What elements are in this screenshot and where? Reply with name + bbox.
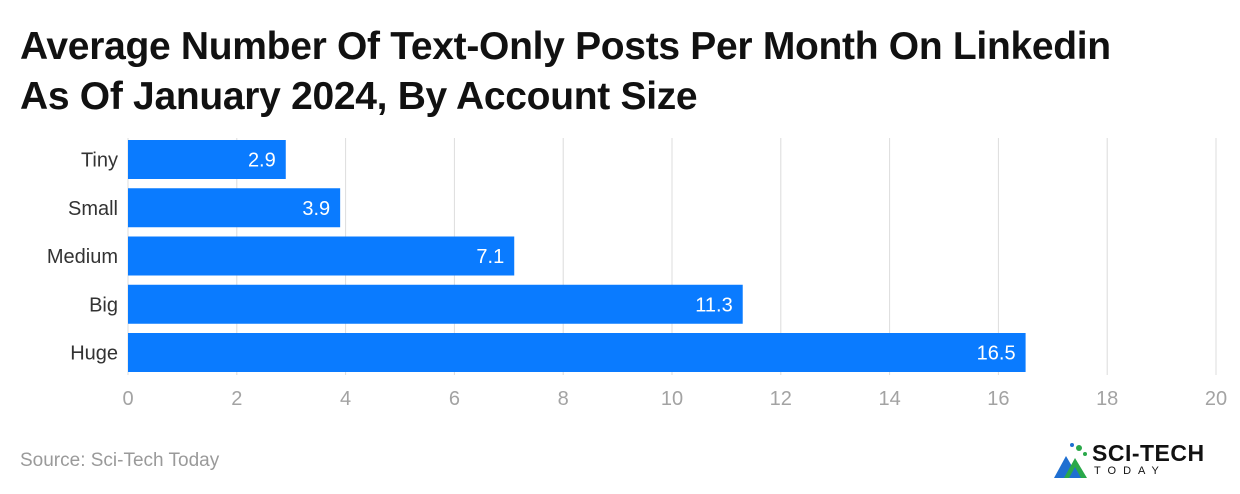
bar-small <box>128 188 341 228</box>
category-label: Big <box>89 294 118 316</box>
chart-title: Average Number Of Text-Only Posts Per Mo… <box>20 22 1220 122</box>
x-tick-label: 20 <box>1205 388 1227 410</box>
bar-value-label: 2.9 <box>248 150 276 172</box>
sci-tech-mountain-icon <box>1054 443 1087 478</box>
logo-subtitle: TODAY <box>1094 465 1166 477</box>
bar-big <box>128 284 743 324</box>
category-label: Tiny <box>81 150 118 172</box>
category-label: Small <box>68 198 118 220</box>
x-tick-label: 2 <box>231 388 242 410</box>
x-tick-label: 12 <box>770 388 792 410</box>
x-tick-label: 4 <box>340 388 351 410</box>
bar-value-label: 3.9 <box>302 198 330 220</box>
sci-tech-logo: SCI-TECH TODAY <box>1052 440 1227 482</box>
bar-medium <box>128 236 515 276</box>
x-tick-label: 16 <box>987 388 1009 410</box>
x-tick-label: 6 <box>449 388 460 410</box>
bar-value-labels: 2.9 3.9 7.1 11.3 16.5 <box>248 150 1016 365</box>
x-axis-tick-labels: 0 2 4 6 8 10 12 14 16 18 20 <box>122 388 1227 410</box>
bars <box>128 140 1026 372</box>
category-labels: Tiny Small Medium Big Huge <box>47 150 118 365</box>
x-tick-label: 10 <box>661 388 683 410</box>
chart-title-line-2: As Of January 2024, By Account Size <box>20 75 698 118</box>
x-tick-label: 18 <box>1096 388 1118 410</box>
bar-value-label: 11.3 <box>695 294 732 316</box>
bar-tiny <box>128 140 286 179</box>
bar-huge <box>128 333 1026 372</box>
logo-name: SCI-TECH <box>1092 440 1205 466</box>
x-tick-label: 0 <box>122 388 133 410</box>
source-note: Source: Sci-Tech Today <box>20 450 220 471</box>
x-tick-label: 14 <box>878 388 900 410</box>
chart-title-line-1: Average Number Of Text-Only Posts Per Mo… <box>20 25 1111 68</box>
bar-value-label: 16.5 <box>977 343 1016 365</box>
x-tick-label: 8 <box>558 388 569 410</box>
bar-chart: 2.9 3.9 7.1 11.3 16.5 Tiny Small Medium Big Huge… <box>47 138 1227 410</box>
category-label: Medium <box>47 246 118 268</box>
bar-value-label: 7.1 <box>476 246 504 268</box>
category-label: Huge <box>70 343 118 365</box>
